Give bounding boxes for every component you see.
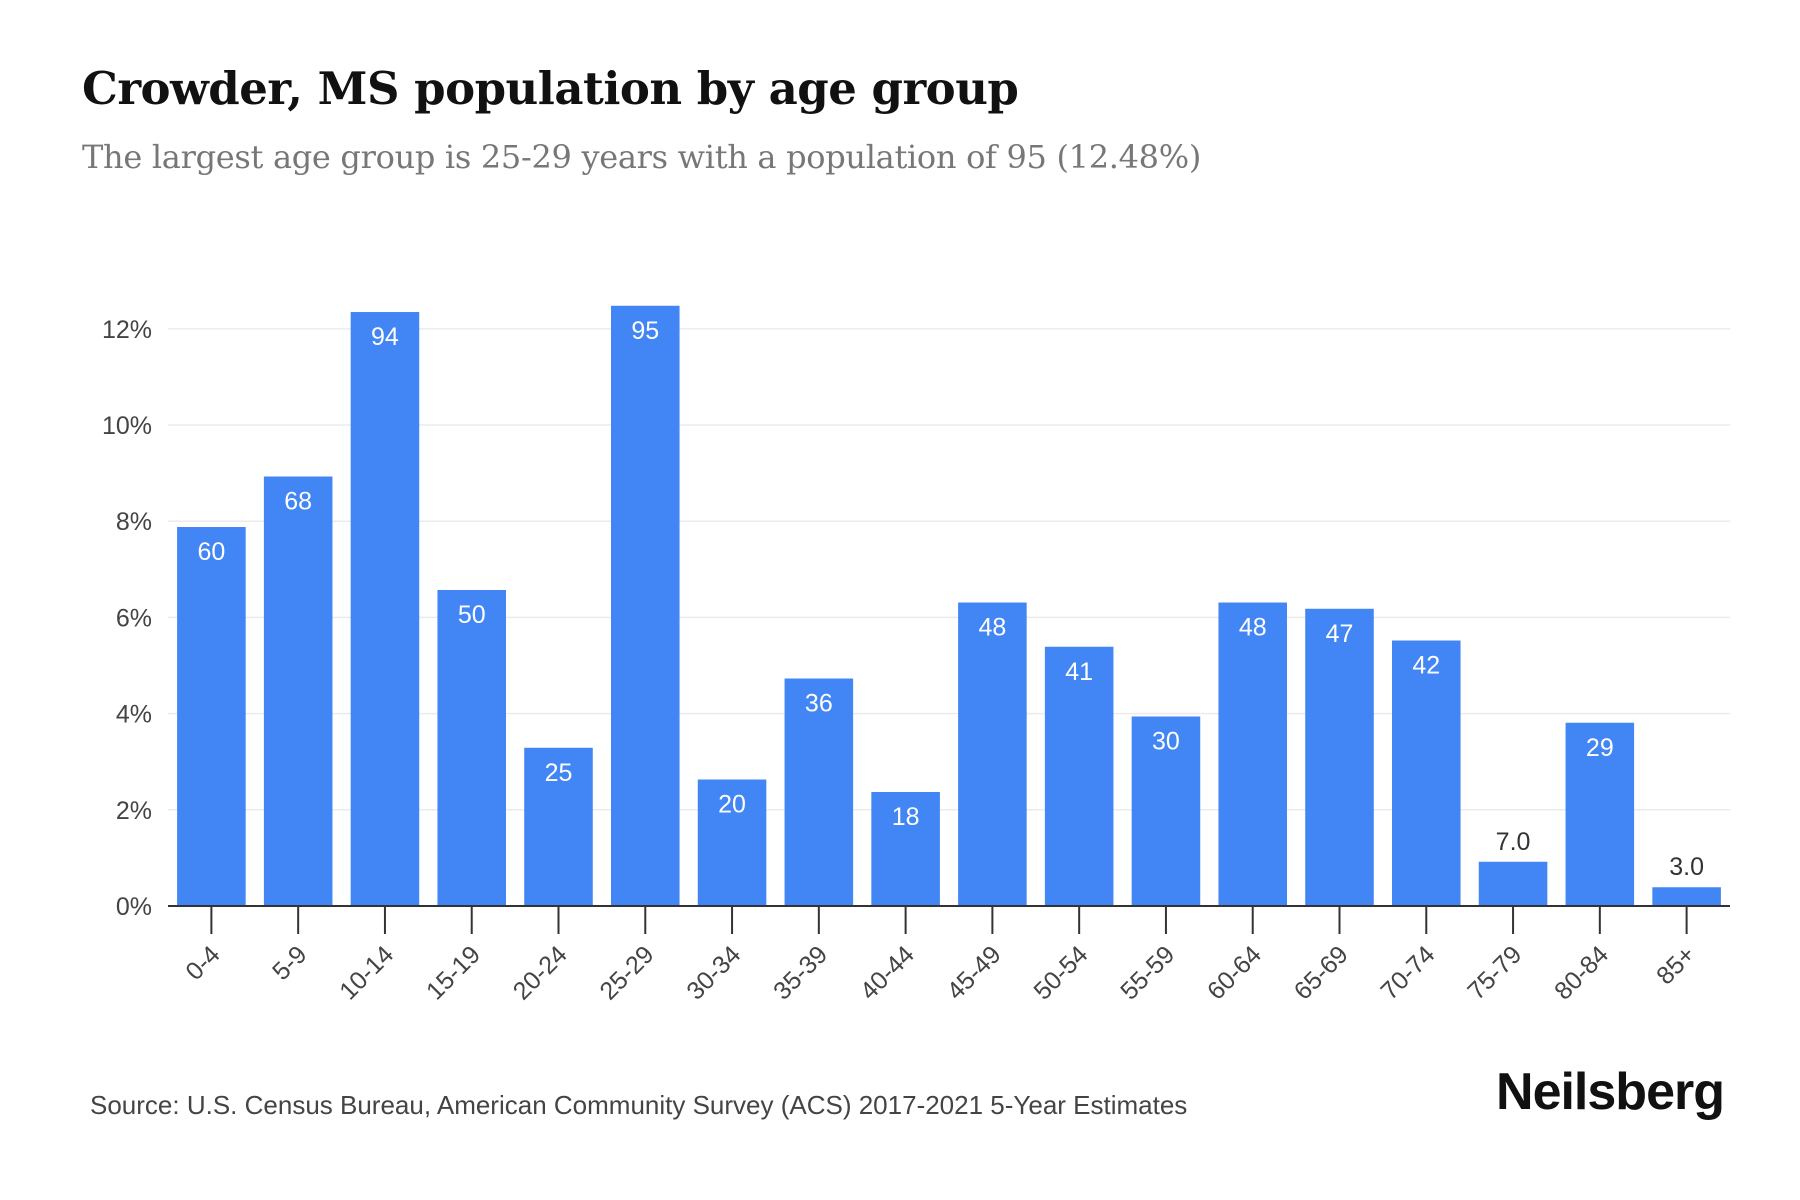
- bar: [1565, 722, 1635, 906]
- y-tick-label: 12%: [102, 316, 152, 344]
- bar: [611, 305, 680, 906]
- x-tick-label: 45-49: [942, 940, 1007, 1005]
- bar-value-label: 48: [978, 614, 1006, 642]
- bar: [784, 678, 854, 906]
- bar: [1478, 861, 1548, 906]
- bar: [1218, 602, 1287, 906]
- x-tick-label: 10-14: [334, 940, 399, 1005]
- bar: [871, 792, 940, 906]
- x-tick-label: 75-79: [1462, 940, 1527, 1005]
- bars: 60 68 94 50 25 95 20 36 18 48 41 30 48 47 42 7.0 29 3.0: [177, 305, 1721, 906]
- x-tick-label: 5-9: [267, 940, 312, 985]
- source-note: Source: U.S. Census Bureau, American Com…: [90, 1090, 1188, 1120]
- y-tick-label: 0%: [116, 893, 152, 921]
- x-tick-label: 55-59: [1115, 940, 1180, 1005]
- bar-value-label: 25: [545, 759, 573, 787]
- bar-value-label: 3.0: [1669, 853, 1704, 881]
- bar-value-label: 7.0: [1496, 828, 1531, 856]
- bar: [958, 602, 1027, 906]
- bar-value-label: 36: [805, 690, 833, 718]
- bar-value-label: 42: [1412, 652, 1440, 680]
- x-tick-label: 50-54: [1028, 940, 1093, 1005]
- x-tick-label: 40-44: [855, 940, 920, 1005]
- bar: [1044, 646, 1114, 906]
- x-tick-label: 0-4: [180, 940, 225, 985]
- bar-value-label: 18: [892, 803, 920, 831]
- bar: [263, 476, 333, 906]
- x-tick-label: 80-84: [1549, 940, 1614, 1005]
- y-tick-label: 6%: [116, 604, 152, 632]
- bar: [1392, 640, 1461, 906]
- chart-title: Crowder, MS population by age group: [82, 62, 1019, 115]
- bar-value-label: 20: [718, 791, 746, 819]
- bar: [524, 747, 593, 906]
- x-tick-label: 70-74: [1375, 940, 1440, 1005]
- bar-value-label: 95: [631, 317, 659, 345]
- bar: [1305, 608, 1374, 906]
- bar: [1131, 716, 1201, 906]
- bar-value-label: 41: [1065, 658, 1093, 686]
- bar-value-label: 60: [197, 538, 225, 566]
- y-tick-label: 10%: [102, 412, 152, 440]
- brand-logo: Neilsberg: [1496, 1063, 1725, 1121]
- x-tick-label: 35-39: [768, 940, 833, 1005]
- bar: [437, 590, 506, 906]
- x-tick-label: 60-64: [1202, 940, 1267, 1005]
- gridlines: [168, 328, 1730, 811]
- y-tick-label: 4%: [116, 701, 152, 729]
- bar-value-label: 68: [284, 488, 312, 516]
- chart-subtitle: The largest age group is 25-29 years wit…: [82, 138, 1202, 176]
- x-tick-label: 20-24: [508, 940, 573, 1005]
- bar-value-label: 50: [458, 601, 486, 629]
- x-tick-label: 85+: [1651, 940, 1701, 990]
- bar: [177, 527, 246, 906]
- x-tick-label: 25-29: [594, 940, 659, 1005]
- bar: [697, 779, 767, 906]
- x-tick-label: 15-19: [421, 940, 486, 1005]
- y-tick-label: 8%: [116, 508, 152, 536]
- bar-value-label: 94: [371, 323, 399, 351]
- bar: [1652, 887, 1721, 906]
- x-tick-label: 30-34: [681, 940, 746, 1005]
- bar-value-label: 29: [1586, 734, 1614, 762]
- y-tick-label: 2%: [116, 797, 152, 825]
- x-tick-label: 65-69: [1289, 940, 1354, 1005]
- bar: [350, 312, 420, 906]
- bar-value-label: 30: [1152, 728, 1180, 756]
- bar-value-label: 47: [1326, 620, 1354, 648]
- bar-value-label: 48: [1239, 614, 1267, 642]
